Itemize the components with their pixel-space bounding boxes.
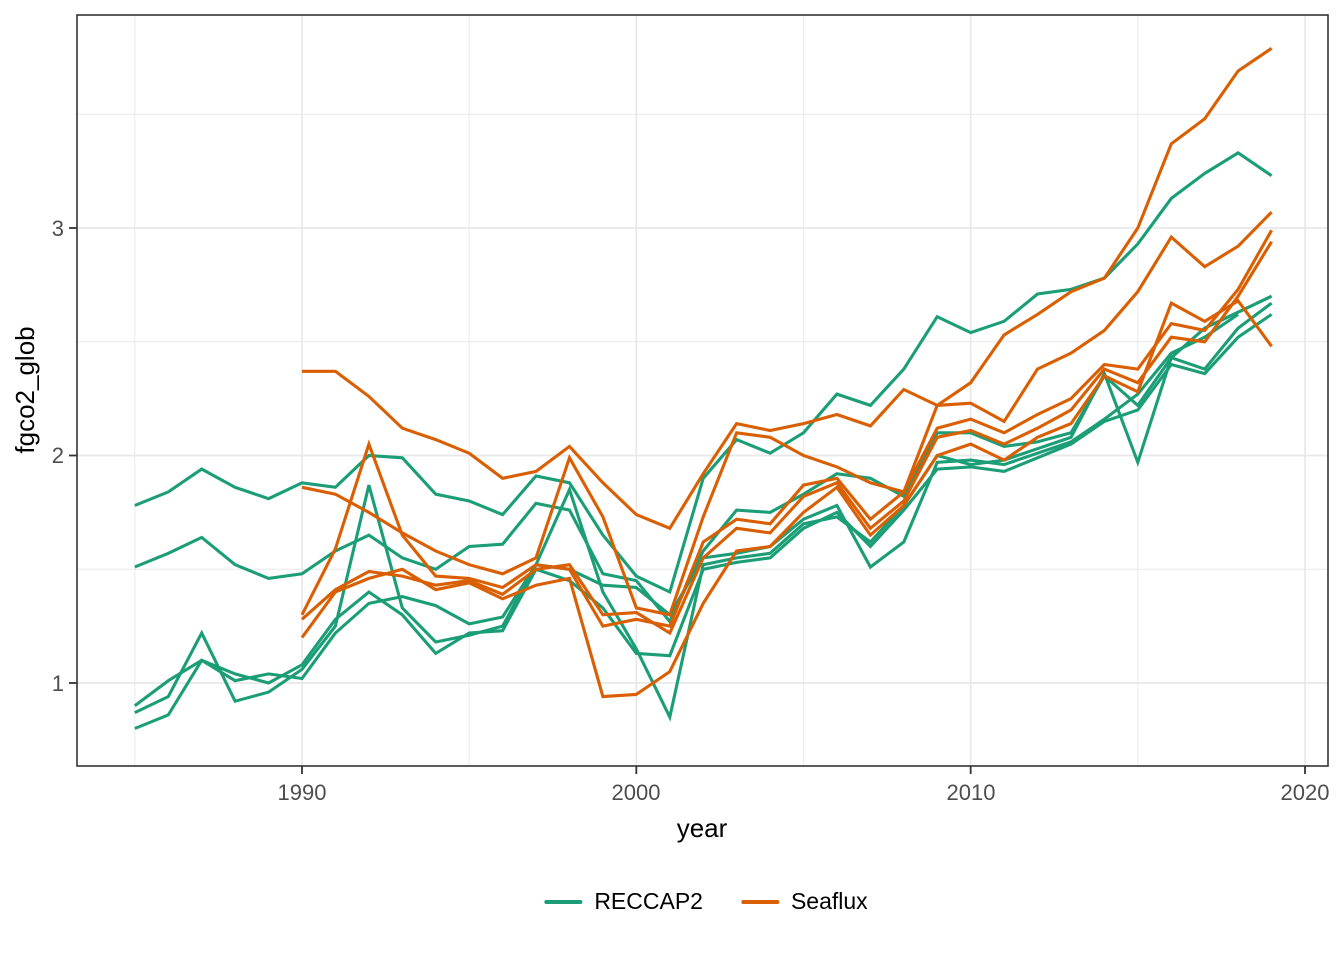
series-line-Seaflux-2 [301, 211, 1273, 617]
y-tick-label-1: 3 [52, 216, 64, 241]
series-lines [133, 47, 1273, 730]
legend-label-seaflux: Seaflux [790, 888, 868, 914]
series-line-RECCAP2-5 [134, 313, 1273, 730]
x-tick-label-1990: 1990 [278, 780, 327, 805]
series-line-Seaflux-5 [300, 298, 1273, 699]
x-axis-title: year [677, 813, 728, 843]
series-line-Seaflux-1 [302, 47, 1273, 531]
y-tick-label-2: 2 [52, 443, 64, 468]
x-tick-label-2000: 2000 [612, 780, 661, 805]
legend: RECCAP2 Seaflux [544, 888, 868, 915]
x-tick-label-2010: 2010 [947, 780, 996, 805]
legend-item-seaflux: Seaflux [740, 888, 868, 915]
y-axis-title: fgco2_glob [10, 326, 40, 453]
x-tick-label-2020: 2020 [1281, 780, 1330, 805]
seaflux-line-swatch [740, 899, 779, 904]
series-line-Seaflux-4 [300, 240, 1273, 636]
reccap2-line-swatch [544, 899, 583, 904]
legend-item-reccap2: RECCAP2 [544, 888, 703, 915]
axis-ticks [69, 227, 1306, 774]
y-tick-label-3: 1 [52, 671, 64, 696]
legend-label-reccap2: RECCAP2 [594, 888, 703, 914]
series-line-RECCAP2-4 [134, 301, 1273, 722]
panel-border [76, 14, 1329, 767]
series-line-Seaflux-3 [300, 229, 1273, 628]
